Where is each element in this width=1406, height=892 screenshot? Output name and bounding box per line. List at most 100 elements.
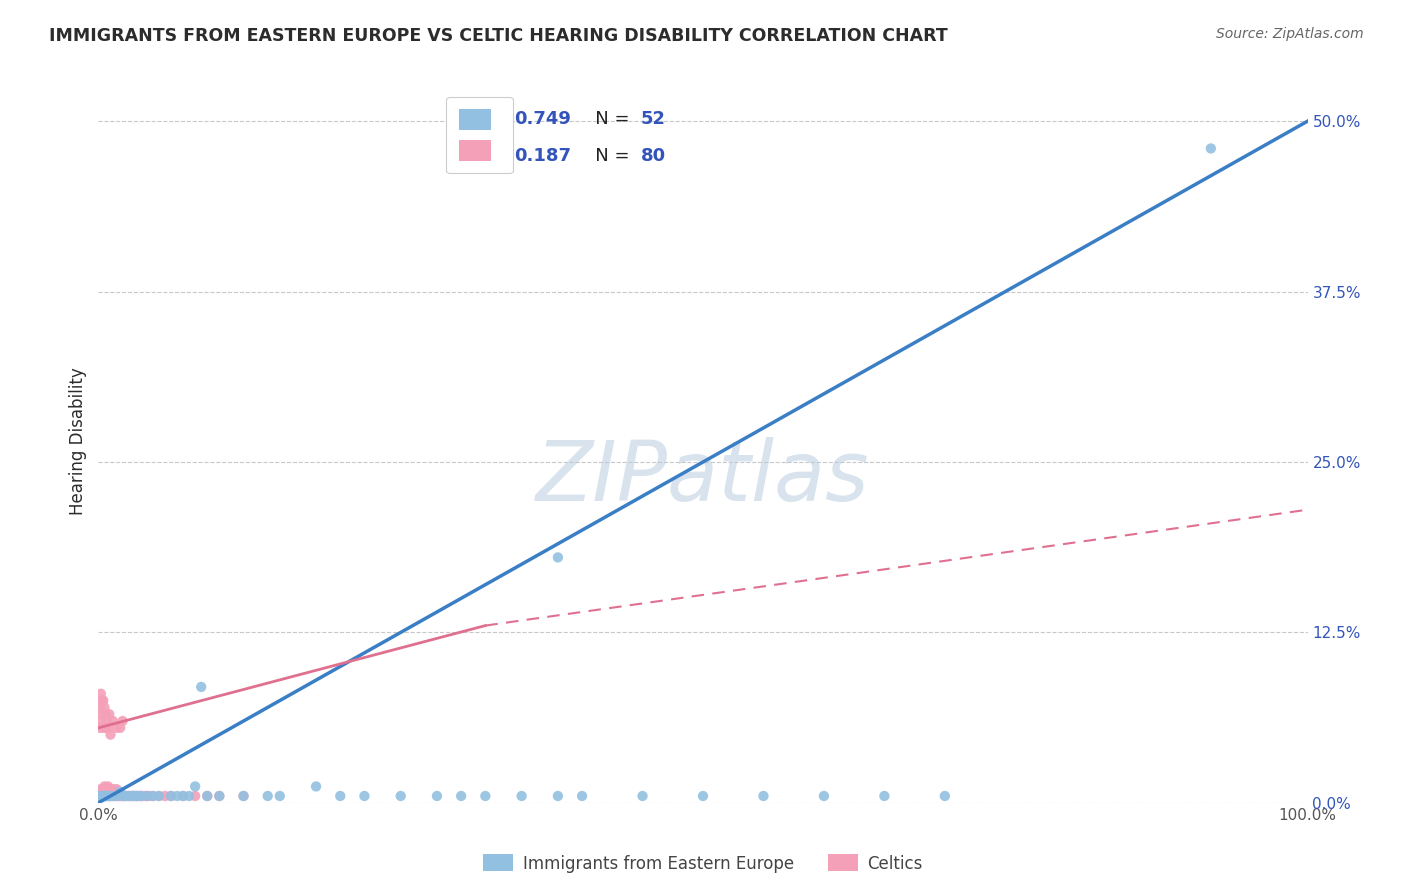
Point [94, 721, 117, 735]
Point [160, 789, 183, 803]
Point [90, 687, 112, 701]
Y-axis label: Hearing Disability: Hearing Disability [69, 368, 87, 516]
Point [118, 789, 141, 803]
Point [148, 789, 170, 803]
Point [172, 789, 194, 803]
Point [125, 789, 148, 803]
Point [160, 789, 183, 803]
Point [117, 789, 139, 803]
Point [208, 789, 231, 803]
Point [426, 789, 449, 803]
Point [111, 789, 134, 803]
Point [142, 789, 165, 803]
Point [108, 789, 131, 803]
Point [108, 785, 131, 799]
Point [134, 789, 156, 803]
Point [103, 789, 125, 803]
Point [91, 721, 114, 735]
Point [90, 789, 112, 803]
Text: 0.187: 0.187 [515, 147, 571, 165]
Point [97, 789, 120, 803]
Point [142, 789, 165, 803]
Point [107, 789, 129, 803]
Point [148, 789, 170, 803]
Text: R =: R = [464, 110, 502, 128]
Point [104, 789, 127, 803]
Point [91, 789, 114, 803]
Point [195, 789, 218, 803]
Point [91, 782, 114, 797]
Point [98, 789, 121, 803]
Point [232, 789, 254, 803]
Point [93, 700, 115, 714]
Point [100, 789, 122, 803]
Point [108, 789, 131, 803]
Point [93, 785, 115, 799]
Point [105, 721, 128, 735]
Point [195, 789, 218, 803]
Point [389, 789, 412, 803]
Point [128, 789, 150, 803]
Point [90, 789, 112, 803]
Text: 80: 80 [641, 147, 666, 165]
Point [121, 789, 143, 803]
Point [96, 789, 118, 803]
Point [98, 707, 121, 722]
Point [94, 789, 117, 803]
Point [547, 789, 569, 803]
Point [110, 789, 132, 803]
Point [91, 789, 114, 803]
Point [129, 789, 152, 803]
Point [190, 680, 212, 694]
Point [105, 782, 128, 797]
Point [101, 714, 124, 728]
Point [153, 789, 176, 803]
Text: R =: R = [464, 147, 502, 165]
Point [97, 789, 120, 803]
Point [105, 789, 128, 803]
Point [93, 789, 115, 803]
Point [184, 789, 207, 803]
Point [184, 780, 207, 794]
Point [232, 789, 254, 803]
Point [135, 789, 157, 803]
Point [122, 789, 145, 803]
Point [138, 789, 160, 803]
Point [89, 721, 111, 735]
Point [127, 789, 149, 803]
Point [94, 782, 117, 797]
Text: N =: N = [578, 110, 636, 128]
Point [91, 693, 114, 707]
Point [91, 782, 114, 797]
Point [179, 789, 201, 803]
Point [166, 789, 188, 803]
Point [115, 789, 138, 803]
Point [127, 789, 149, 803]
Point [112, 789, 135, 803]
Point [89, 789, 111, 803]
Point [93, 789, 115, 803]
Point [105, 789, 128, 803]
Point [108, 721, 131, 735]
Point [813, 789, 835, 803]
Point [114, 789, 136, 803]
Point [131, 789, 153, 803]
Legend: , : , [446, 96, 513, 173]
Point [89, 789, 111, 803]
Point [329, 789, 352, 803]
Text: 52: 52 [641, 110, 666, 128]
Point [121, 789, 143, 803]
Point [101, 782, 124, 797]
Point [510, 789, 533, 803]
Point [94, 707, 117, 722]
Point [111, 714, 134, 728]
Point [98, 782, 121, 797]
Point [120, 789, 142, 803]
Point [101, 789, 124, 803]
Point [111, 789, 134, 803]
Point [934, 789, 956, 803]
Point [124, 789, 146, 803]
Point [118, 789, 141, 803]
Point [135, 789, 157, 803]
Point [94, 789, 117, 803]
